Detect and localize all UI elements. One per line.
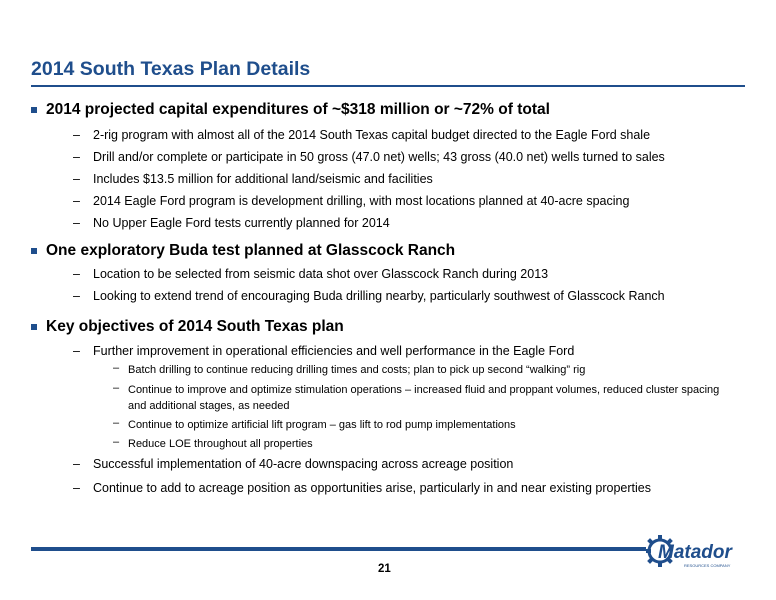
square-bullet-icon	[31, 107, 37, 113]
sub-list-item: – Continue to improve and optimize stimul…	[113, 382, 723, 414]
footer-divider	[31, 547, 646, 551]
square-bullet-icon	[31, 324, 37, 330]
list-item-text: 2014 Eagle Ford program is development d…	[93, 194, 630, 208]
dash-bullet: –	[113, 382, 120, 394]
dash-bullet: –	[113, 362, 120, 374]
dash-bullet: –	[73, 172, 80, 186]
svg-text:RESOURCES COMPANY: RESOURCES COMPANY	[684, 563, 731, 568]
dash-bullet: –	[73, 457, 80, 471]
title-divider	[31, 85, 745, 87]
page-number: 21	[378, 563, 391, 575]
matador-logo: Matador RESOURCES COMPANY	[646, 531, 756, 576]
list-item-text: 2-rig program with almost all of the 201…	[93, 128, 651, 142]
list-item-text: Further improvement in operational effic…	[93, 344, 575, 358]
square-bullet-icon	[31, 248, 37, 254]
section-heading-text: One exploratory Buda test planned at Gla…	[46, 242, 456, 259]
list-item-text: No Upper Eagle Ford tests currently plan…	[93, 216, 390, 230]
dash-bullet: –	[73, 194, 80, 208]
list-item-text: Includes $13.5 million for additional la…	[93, 172, 433, 186]
list-item-text: Continue to add to acreage position as o…	[93, 481, 651, 495]
dash-bullet: –	[73, 128, 80, 142]
sub-list-item-text: Reduce LOE throughout all properties	[128, 438, 313, 450]
dash-bullet: –	[73, 289, 80, 303]
sub-list-item-text: Continue to improve and optimize stimula…	[128, 384, 720, 412]
dash-bullet: –	[73, 216, 80, 230]
list-item-text: Location to be selected from seismic dat…	[93, 267, 549, 281]
section-heading-text: 2014 projected capital expenditures of ~…	[46, 101, 550, 118]
dash-bullet: –	[113, 436, 120, 448]
sub-list-item: – Continue to optimize artificial lift pr…	[113, 417, 723, 433]
dash-bullet: –	[73, 481, 80, 495]
page-title: 2014 South Texas Plan Details	[31, 58, 311, 80]
dash-bullet: –	[73, 267, 80, 281]
list-item-text: Drill and/or complete or participate in …	[93, 150, 665, 164]
list-item-text: Looking to extend trend of encouraging B…	[93, 289, 665, 303]
dash-bullet: –	[113, 417, 120, 429]
sub-list-item-text: Continue to optimize artificial lift pro…	[128, 419, 516, 431]
section-heading-text: Key objectives of 2014 South Texas plan	[46, 318, 344, 335]
dash-bullet: –	[73, 150, 80, 164]
matador-logo-icon: Matador RESOURCES COMPANY	[646, 535, 734, 568]
sub-list-item: – Batch drilling to continue reducing dri…	[113, 362, 723, 378]
dash-bullet: –	[73, 344, 80, 358]
sub-list-item: – Reduce LOE throughout all properties	[113, 436, 723, 452]
list-item-text: Successful implementation of 40-acre dow…	[93, 457, 514, 471]
svg-text:Matador: Matador	[658, 542, 734, 563]
sub-list-item-text: Batch drilling to continue reducing dril…	[128, 364, 586, 376]
